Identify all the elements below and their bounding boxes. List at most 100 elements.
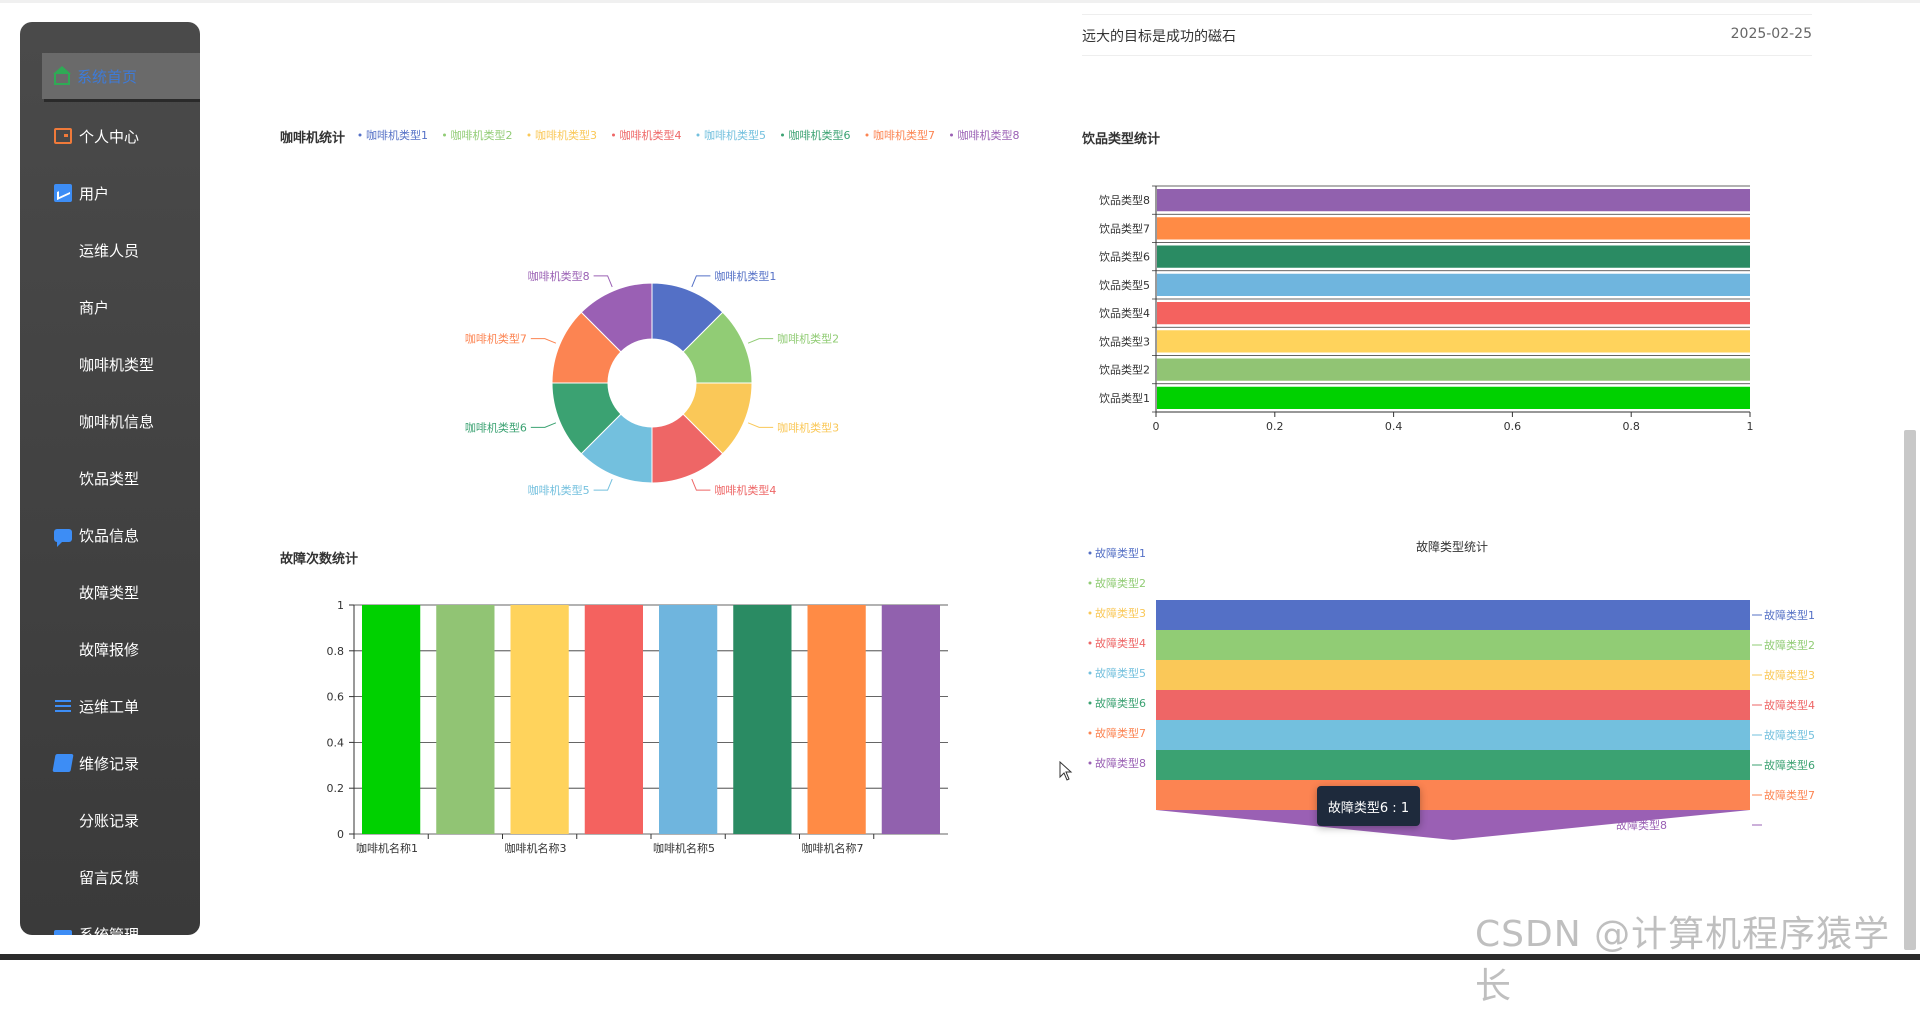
pie-slice[interactable] <box>580 282 653 353</box>
grid-icon <box>54 412 72 430</box>
hbar-category-label: 饮品类型1 <box>1099 391 1150 405</box>
funnel-segment[interactable] <box>1156 630 1750 660</box>
pie-slice-label: 咖啡机类型6 <box>465 420 527 434</box>
hbar-bar[interactable] <box>1157 386 1750 409</box>
fault-count-chart-title: 故障次数统计 <box>280 552 359 567</box>
funnel-legend-item: 故障类型2 <box>1095 576 1146 590</box>
funnel-segment[interactable] <box>1156 780 1750 810</box>
funnel-segment-label: 故障类型7 <box>1764 788 1815 802</box>
sidebar-item-12[interactable]: 运维工单 <box>20 683 200 729</box>
vbar-bar[interactable] <box>881 605 940 834</box>
funnel-segment-label: 故障类型8 <box>1616 818 1667 832</box>
funnel-legend-marker[interactable] <box>1088 761 1092 765</box>
sidebar-item-4[interactable]: 运维人员 <box>20 227 200 273</box>
pie-legend-marker[interactable] <box>696 133 700 137</box>
vbar-y-tick-label: 0.2 <box>327 782 345 795</box>
hbar-bar[interactable] <box>1157 189 1750 212</box>
pie-legend-marker[interactable] <box>950 133 953 137</box>
vbar-bar[interactable] <box>510 605 569 834</box>
pie-legend-marker[interactable] <box>358 133 362 137</box>
grid-icon <box>54 811 72 829</box>
vbar-bar[interactable] <box>584 605 643 834</box>
hbar-bar[interactable] <box>1157 358 1750 381</box>
grid-icon <box>54 355 72 373</box>
funnel-segment[interactable] <box>1156 720 1750 750</box>
funnel-legend-item: 故障类型7 <box>1095 726 1146 740</box>
sidebar-item-14[interactable]: 分账记录 <box>20 797 200 843</box>
hbar-x-tick-label: 0.2 <box>1266 420 1284 433</box>
sidebar-item-9[interactable]: 饮品信息 <box>20 512 200 558</box>
vbar-y-tick-label: 0.4 <box>327 736 345 749</box>
funnel-legend-marker[interactable] <box>1088 731 1092 735</box>
news-date: 2025-02-25 <box>1730 26 1812 42</box>
sidebar-item-3[interactable]: 用户 <box>20 170 200 216</box>
top-divider <box>0 0 1920 3</box>
vbar-bar[interactable] <box>362 605 421 834</box>
sidebar-item-label: 故障报修 <box>79 640 140 659</box>
pie-legend-marker[interactable] <box>443 133 446 137</box>
hbar-x-tick-label: 0.6 <box>1504 420 1522 433</box>
hbar-bar[interactable] <box>1157 302 1750 325</box>
funnel-segment[interactable] <box>1156 810 1750 840</box>
funnel-segment-label: 故障类型1 <box>1764 608 1815 622</box>
sidebar-item-16[interactable]: 系统管理 <box>20 911 200 935</box>
funnel-segment-label: 故障类型4 <box>1764 698 1815 712</box>
sidebar-item-11[interactable]: 故障报修 <box>20 626 200 672</box>
vbar-bar[interactable] <box>733 605 792 834</box>
funnel-legend-item: 故障类型6 <box>1095 696 1146 710</box>
sidebar-item-8[interactable]: 饮品类型 <box>20 455 200 501</box>
vbar-bar[interactable] <box>807 605 866 834</box>
sidebar-item-13[interactable]: 维修记录 <box>20 740 200 786</box>
hbar-x-tick-label: 0.8 <box>1622 420 1640 433</box>
vbar-y-tick-label: 0.8 <box>327 645 345 658</box>
pie-legend-item: 咖啡机类型2 <box>451 128 513 142</box>
funnel-legend-item: 故障类型4 <box>1095 636 1146 650</box>
funnel-legend-marker[interactable] <box>1088 641 1092 645</box>
sidebar: 系统首页个人中心用户运维人员商户咖啡机类型咖啡机信息饮品类型饮品信息故障类型故障… <box>20 22 200 935</box>
hbar-bar[interactable] <box>1157 273 1750 296</box>
funnel-legend-marker[interactable] <box>1088 701 1092 705</box>
news-row[interactable]: 远大的目标是成功的磁石 2025-02-25 <box>1082 14 1812 56</box>
pie-legend-marker[interactable] <box>781 133 784 137</box>
drink-type-bar-chart: 饮品类型1 饮品类型2 饮品类型3 饮品类型4 饮品类型5 饮品类型6 饮品类型7 饮品类型8… <box>1099 185 1754 433</box>
hbar-category-label: 饮品类型2 <box>1099 363 1150 377</box>
hbar-bar[interactable] <box>1157 330 1750 353</box>
pie-legend-item: 咖啡机类型6 <box>789 128 851 142</box>
sidebar-item-label: 系统首页 <box>77 67 138 86</box>
hbar-bar[interactable] <box>1157 245 1750 268</box>
pie-label-line <box>530 338 557 344</box>
funnel-legend-marker[interactable] <box>1088 551 1092 555</box>
vbar-y-tick-label: 1 <box>337 599 344 612</box>
funnel-segment[interactable] <box>1156 660 1750 690</box>
page-scrollbar[interactable] <box>1904 430 1916 950</box>
funnel-legend-marker[interactable] <box>1088 671 1092 675</box>
funnel-segment[interactable] <box>1156 750 1750 780</box>
sidebar-item-15[interactable]: 留言反馈 <box>20 854 200 900</box>
pie-slice-label: 咖啡机类型1 <box>714 269 776 283</box>
funnel-segment[interactable] <box>1156 690 1750 720</box>
sidebar-item-label: 商户 <box>79 298 110 317</box>
sidebar-item-7[interactable]: 咖啡机信息 <box>20 398 200 444</box>
vbar-bar[interactable] <box>659 605 718 834</box>
funnel-segment[interactable] <box>1156 600 1750 630</box>
pie-legend-marker[interactable] <box>612 133 615 137</box>
vbar-x-tick-label: 咖啡机名称1 <box>356 841 418 855</box>
sidebar-item-2[interactable]: 个人中心 <box>20 113 200 159</box>
news-title[interactable]: 远大的目标是成功的磁石 <box>1082 29 1236 45</box>
watermark: CSDN @计算机程序猿学长 <box>1475 914 1891 1007</box>
grid-icon <box>54 640 72 658</box>
vbar-bar[interactable] <box>436 605 495 834</box>
pie-legend-marker[interactable] <box>865 133 869 137</box>
pie-legend-item: 咖啡机类型4 <box>620 128 682 142</box>
hbar-bar[interactable] <box>1157 217 1750 240</box>
sidebar-item-label: 饮品类型 <box>79 469 140 488</box>
funnel-legend-marker[interactable] <box>1088 581 1092 585</box>
sidebar-item-5[interactable]: 商户 <box>20 284 200 330</box>
pie-label-line <box>530 422 557 428</box>
sidebar-item-10[interactable]: 故障类型 <box>20 569 200 615</box>
sidebar-item-6[interactable]: 咖啡机类型 <box>20 341 200 387</box>
funnel-legend-marker[interactable] <box>1088 611 1092 615</box>
sidebar-item-1[interactable]: 系统首页 <box>42 53 200 99</box>
grid-icon <box>54 469 72 487</box>
pie-legend-marker[interactable] <box>527 133 531 137</box>
